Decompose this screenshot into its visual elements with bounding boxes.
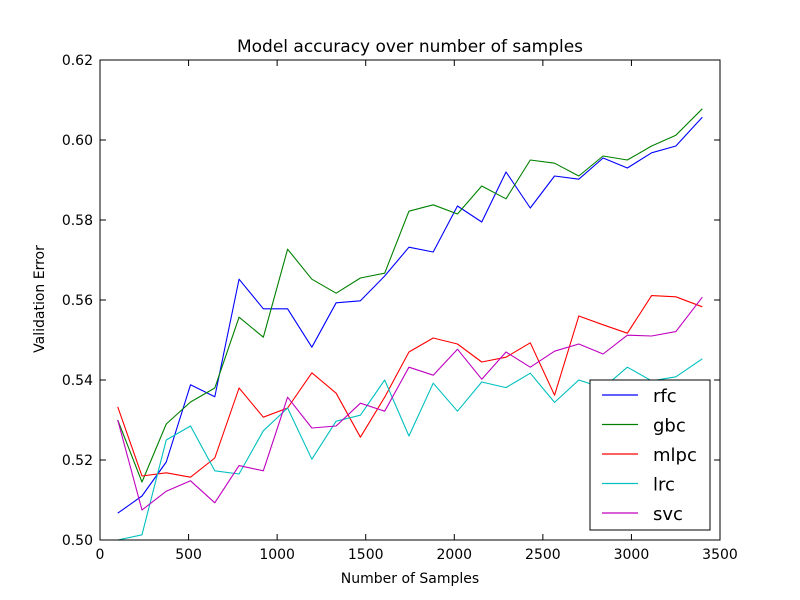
series-line-mlpc	[117, 295, 703, 478]
x-tick-label: 2000	[436, 547, 472, 563]
y-tick-label: 0.54	[62, 373, 93, 389]
y-tick-label: 0.50	[62, 533, 93, 549]
x-tick-label: 1500	[348, 547, 384, 563]
x-tick-label: 1000	[259, 547, 295, 563]
x-tick-label: 2500	[525, 547, 561, 563]
y-tick-label: 0.56	[62, 293, 93, 309]
legend: rfc gbc mlpc lrc svc	[589, 379, 711, 531]
legend-label-mlpc: mlpc	[653, 445, 697, 466]
legend-label-rfc: rfc	[653, 386, 677, 407]
x-tick-label: 0	[96, 547, 105, 563]
x-tick-label: 3000	[614, 547, 650, 563]
x-tick-label: 500	[175, 547, 202, 563]
y-tick-label: 0.60	[62, 133, 93, 149]
y-tick-label: 0.58	[62, 213, 93, 229]
series-line-gbc	[117, 108, 703, 483]
y-axis-label: Validation Error	[32, 245, 48, 353]
legend-box	[589, 379, 711, 531]
y-tick-label: 0.52	[62, 453, 93, 469]
x-axis-label: Number of Samples	[341, 571, 479, 587]
legend-label-lrc: lrc	[653, 475, 675, 496]
legend-label-svc: svc	[653, 504, 683, 525]
series-line-svc	[117, 296, 703, 511]
x-tick-label: 3500	[702, 547, 738, 563]
chart-title: Model accuracy over number of samples	[237, 37, 583, 57]
series-line-rfc	[117, 116, 703, 514]
y-tick-label: 0.62	[62, 53, 93, 69]
legend-label-gbc: gbc	[653, 416, 686, 437]
plot-area: 0 500 1000 1500 2000 2500 3000 3500 0.50 0.52 0.54…	[62, 53, 738, 563]
